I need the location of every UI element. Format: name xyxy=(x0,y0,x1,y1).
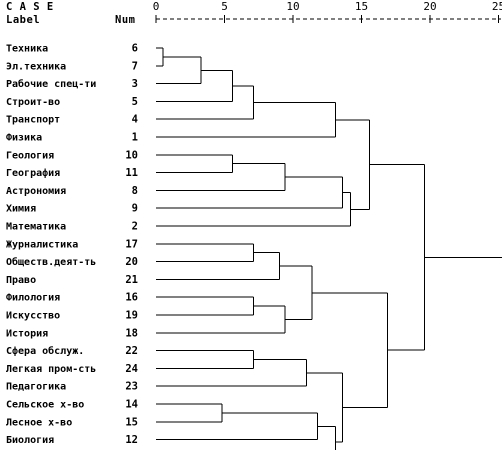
leaf-number: 16 xyxy=(125,292,138,304)
leaf-number: 6 xyxy=(132,43,138,55)
leaf-label: Филология xyxy=(6,293,60,304)
scale-tick-label: 0 xyxy=(153,0,160,13)
leaf-label: Лесное х-во xyxy=(6,417,72,428)
leaf-number: 8 xyxy=(132,185,138,197)
leaf-label: Педагогика xyxy=(6,382,66,393)
leaf-label: Техника xyxy=(6,44,48,55)
leaf-number: 18 xyxy=(125,327,138,339)
leaf-label: Физика xyxy=(6,133,42,144)
leaf-label: Сфера обслуж. xyxy=(6,345,84,357)
leaf-label: География xyxy=(6,167,60,179)
leaf-label: Обществ.деят-ть xyxy=(6,256,96,268)
label-column-header: Label xyxy=(6,14,40,26)
leaf-label: Астрономия xyxy=(6,186,66,197)
leaf-number: 20 xyxy=(125,256,138,268)
leaf-number: 1 xyxy=(132,132,138,144)
leaf-label: Строит-во xyxy=(6,97,60,108)
leaf-number: 17 xyxy=(125,238,138,250)
leaf-number: 10 xyxy=(125,149,138,161)
leaf-label: Право xyxy=(6,275,36,286)
leaf-labels: Техника 6 Эл.техника 7 Рабочие спец-ти 3 Строи… xyxy=(6,43,138,447)
leaf-number: 3 xyxy=(132,78,138,90)
leaf-label: Эл.техника xyxy=(6,61,66,72)
leaf-label: Рабочие спец-ти xyxy=(6,78,96,90)
scale-tick-label: 5 xyxy=(221,0,228,13)
leaf-number: 5 xyxy=(132,96,138,108)
scale-tick-label: 20 xyxy=(423,0,436,13)
leaf-label: Искусство xyxy=(6,311,60,322)
dendrogram-branches xyxy=(156,47,502,450)
leaf-number: 15 xyxy=(125,416,138,428)
num-column-header: Num xyxy=(115,14,135,26)
leaf-label: Геология xyxy=(6,150,54,161)
leaf-label: Журналистика xyxy=(6,239,78,250)
leaf-label: Легкая пром-сть xyxy=(6,364,96,375)
leaf-number: 19 xyxy=(125,310,138,322)
scale-tick-label: 10 xyxy=(286,0,299,13)
leaf-label: Сельское х-во xyxy=(6,400,84,411)
scale-tick-label: 15 xyxy=(355,0,368,13)
leaf-number: 24 xyxy=(125,363,138,375)
leaf-label: История xyxy=(6,328,48,339)
scale-tick-label: 25 xyxy=(492,0,502,13)
leaf-number: 21 xyxy=(125,274,138,286)
leaf-label: Математика xyxy=(6,222,66,233)
leaf-number: 4 xyxy=(132,114,138,126)
leaf-label: Биология xyxy=(6,435,54,446)
case-header: C A S E xyxy=(6,1,54,13)
leaf-label: Химия xyxy=(6,204,36,215)
leaf-number: 12 xyxy=(125,434,138,446)
leaf-number: 7 xyxy=(132,60,138,72)
leaf-number: 23 xyxy=(125,381,138,393)
leaf-number: 2 xyxy=(132,221,138,233)
leaf-number: 9 xyxy=(132,203,138,215)
leaf-number: 14 xyxy=(125,399,138,411)
scale-ticks: 0 5 10 15 20 25 xyxy=(153,0,502,23)
leaf-label: Транспорт xyxy=(6,115,60,126)
leaf-number: 11 xyxy=(125,167,138,179)
leaf-number: 22 xyxy=(125,345,138,357)
